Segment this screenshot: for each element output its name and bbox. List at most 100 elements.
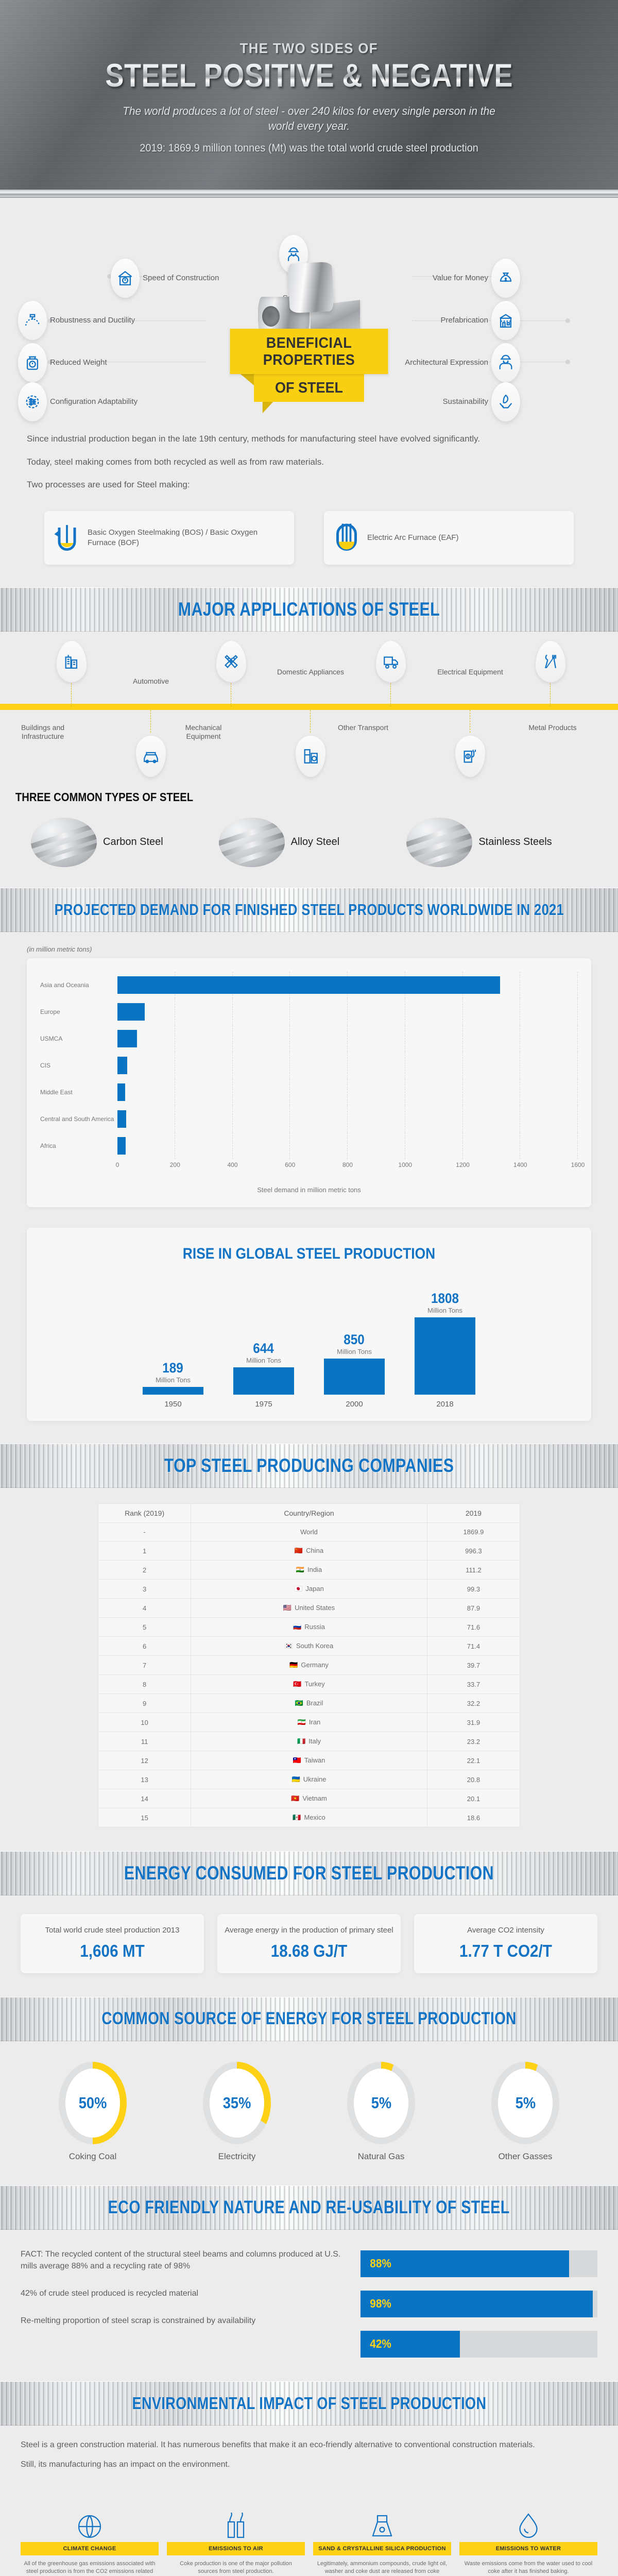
- property-reduced-weight[interactable]: Reduced Weight: [18, 343, 147, 382]
- cell-country: 🇯🇵 Japan: [191, 1579, 427, 1599]
- energy-source-item: 50% Coking Coal: [44, 2061, 142, 2162]
- cell-value: 87.9: [426, 1598, 521, 1618]
- section-band-environment: ENVIRONMENTAL IMPACT OF STEEL PRODUCTION: [0, 2381, 618, 2426]
- eco-bar-track: 88%: [360, 2250, 597, 2277]
- rise-year-labels: 1950 1975 2000 2018: [42, 1400, 576, 1409]
- app-pin-automotive[interactable]: [136, 735, 166, 777]
- app-pin-mechanical[interactable]: [216, 640, 246, 682]
- donut-chart: 35%: [203, 2061, 271, 2144]
- cell-country: 🇰🇷 South Korea: [191, 1636, 427, 1656]
- app-pin-buildings[interactable]: [57, 640, 87, 682]
- cell-value: 18.6: [426, 1808, 521, 1828]
- energy-card-value: 1.77 T CO2/T: [459, 1941, 552, 1960]
- page-title: STEEL POSITIVE & NEGATIVE: [105, 57, 513, 94]
- steel-type-label: Carbon Steel: [103, 836, 163, 848]
- property-prefabrication[interactable]: Prefabrication: [391, 301, 520, 340]
- app-pin-domestic-appliances[interactable]: [296, 735, 325, 777]
- demand-bar-row: Middle East: [40, 1078, 578, 1106]
- flag-icon: 🇹🇼: [293, 1756, 301, 1765]
- cell-rank: 13: [97, 1770, 192, 1790]
- property-label: Value for Money: [432, 273, 488, 282]
- steelmaking-processes: Basic Oxygen Steelmaking (BOS) / Basic O…: [0, 505, 618, 587]
- section-band-energy: ENERGY CONSUMED FOR STEEL PRODUCTION: [0, 1851, 618, 1896]
- app-label-mechanical: Mechanical Equipment: [185, 723, 222, 741]
- table-row[interactable]: - World 1869.9: [97, 1522, 521, 1542]
- table-row[interactable]: 8 🇹🇷 Turkey 33.7: [97, 1674, 521, 1694]
- rise-bar: [143, 1386, 203, 1395]
- cell-value: 20.1: [426, 1789, 521, 1809]
- donut-hole: 35%: [210, 2068, 264, 2138]
- table-row[interactable]: 6 🇰🇷 South Korea 71.4: [97, 1636, 521, 1656]
- donut-label: Natural Gas: [357, 2151, 405, 2161]
- cell-rank: 9: [97, 1693, 192, 1714]
- table-row[interactable]: 15 🇲🇽 Mexico 18.6: [97, 1808, 521, 1828]
- table-row[interactable]: 5 🇷🇺 Russia 71.6: [97, 1617, 521, 1637]
- table-row[interactable]: 1 🇨🇳 China 996.3: [97, 1541, 521, 1561]
- table-row[interactable]: 3 🇯🇵 Japan 99.3: [97, 1579, 521, 1599]
- property-sustainability[interactable]: Sustainability: [391, 382, 520, 421]
- cell-value: 32.2: [426, 1693, 521, 1714]
- property-architectural-expression[interactable]: Architectural Expression: [391, 343, 520, 382]
- eco-section: FACT: The recycled content of the struct…: [0, 2229, 618, 2381]
- demand-bar-track: [117, 998, 578, 1025]
- weight-scale-icon: [18, 343, 47, 382]
- table-row[interactable]: 11 🇮🇹 Italy 23.2: [97, 1732, 521, 1752]
- environment-intro: Steel is a green construction material. …: [0, 2425, 618, 2483]
- property-speed-of-construction[interactable]: Speed of Construction: [111, 259, 239, 298]
- rise-bar-unit: Million Tons: [246, 1357, 281, 1364]
- steel-type-alloy: Alloy Steel: [218, 817, 400, 867]
- producers-table-section: Rank (2019) Country/Region 2019 - World 1869…: [0, 1488, 618, 1852]
- cell-rank: 1: [97, 1541, 192, 1561]
- table-header-row: Rank (2019) Country/Region 2019: [97, 1503, 521, 1523]
- demand-bar-label: Europe: [40, 1008, 60, 1015]
- money-bag-icon: [491, 259, 520, 298]
- cell-value: 111.2: [426, 1560, 521, 1580]
- table-row[interactable]: 14 🇻🇳 Vietnam 20.1: [97, 1789, 521, 1809]
- table-row[interactable]: 12 🇹🇼 Taiwan 22.1: [97, 1751, 521, 1771]
- table-row[interactable]: 10 🇮🇷 Iran 31.9: [97, 1713, 521, 1733]
- environment-card-text: Coke production is one of the major poll…: [180, 2560, 292, 2575]
- section-title: TOP STEEL PRODUCING COMPANIES: [164, 1455, 454, 1477]
- app-pin-metal-products[interactable]: [536, 640, 565, 682]
- cell-rank: 14: [97, 1789, 192, 1809]
- donut-chart: 5%: [491, 2061, 559, 2144]
- env-paragraph-2: Still, its manufacturing has an impact o…: [21, 2460, 230, 2469]
- cutlery-icon: [544, 654, 557, 669]
- table-row[interactable]: 9 🇧🇷 Brazil 32.2: [97, 1693, 521, 1714]
- table-row[interactable]: 7 🇩🇪 Germany 39.7: [97, 1655, 521, 1675]
- app-label-buildings: Buildings and Infrastructure: [21, 723, 65, 741]
- donut-percent: 35%: [222, 2093, 251, 2112]
- energy-card-caption: Total world crude steel production 2013: [45, 1926, 180, 1935]
- demand-bar-fill: [117, 1003, 145, 1021]
- eco-bar-percent: 88%: [370, 2257, 391, 2270]
- cell-country: 🇮🇷 Iran: [191, 1713, 427, 1733]
- property-robustness-and-ductility[interactable]: Robustness and Ductility: [18, 301, 147, 340]
- app-pin-electrical-equipment[interactable]: [455, 735, 485, 777]
- process-label: Basic Oxygen Steelmaking (BOS) / Basic O…: [88, 528, 258, 547]
- demand-bar-list: Asia and Oceania Europe USMCA CIS Middle Eas…: [40, 971, 578, 1159]
- table-column-header: Country/Region: [191, 1503, 427, 1523]
- app-label-other-transport: Other Transport: [337, 723, 389, 732]
- demand-axis-tick: 400: [227, 1161, 238, 1168]
- cell-value: 996.3: [426, 1541, 521, 1561]
- process-card-eaf[interactable]: Electric Arc Furnace (EAF): [324, 511, 574, 565]
- table-row[interactable]: 2 🇮🇳 India 111.2: [97, 1560, 521, 1580]
- flag-icon: 🇯🇵: [294, 1585, 303, 1593]
- process-card-bof[interactable]: Basic Oxygen Steelmaking (BOS) / Basic O…: [44, 511, 294, 565]
- app-pin-other-transport[interactable]: [376, 640, 406, 682]
- cell-value: 39.7: [426, 1655, 521, 1675]
- demand-bar-row: CIS: [40, 1052, 578, 1079]
- energy-card-caption: Average CO2 intensity: [467, 1926, 544, 1935]
- environment-card-tag: EMISSIONS TO AIR: [167, 2541, 305, 2555]
- property-configuration-adaptability[interactable]: Configuration Adaptability: [18, 382, 147, 421]
- cell-country: 🇮🇹 Italy: [191, 1732, 427, 1752]
- environment-card-tag: EMISSIONS TO WATER: [459, 2541, 597, 2555]
- table-row[interactable]: 13 🇺🇦 Ukraine 20.8: [97, 1770, 521, 1790]
- demand-bar-label: CIS: [40, 1061, 51, 1069]
- demand-bar-label: USMCA: [40, 1035, 63, 1042]
- property-label: Speed of Construction: [143, 273, 219, 282]
- table-row[interactable]: 4 🇺🇸 United States 87.9: [97, 1598, 521, 1618]
- car-icon: [144, 752, 158, 764]
- rise-bar-value: 1808: [431, 1291, 459, 1307]
- property-value-for-money[interactable]: Value for Money: [391, 259, 520, 298]
